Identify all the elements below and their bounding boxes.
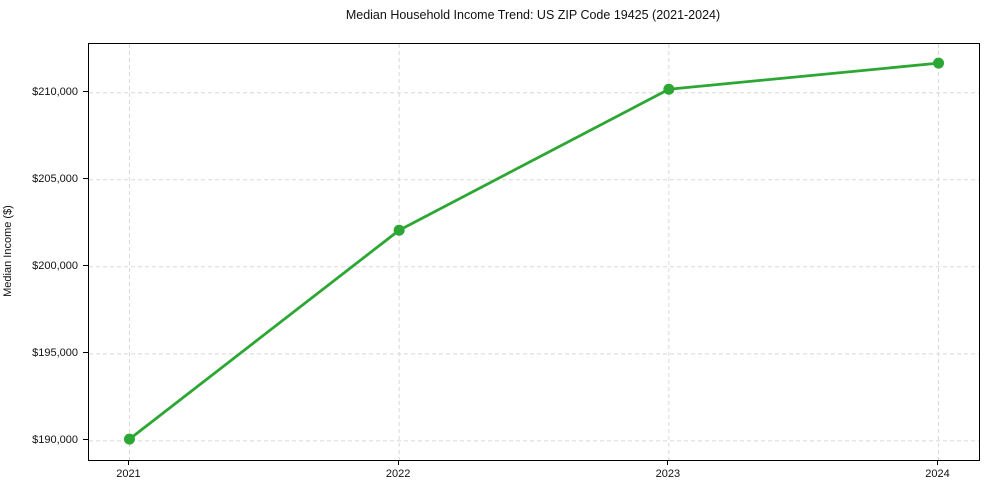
y-tick-mark: [83, 352, 88, 354]
x-tick-mark: [667, 460, 669, 465]
x-tick-label: 2021: [116, 468, 141, 480]
x-tick-mark: [937, 460, 939, 465]
x-tick-mark: [127, 460, 129, 465]
data-point-marker-2021: [123, 433, 135, 445]
income-trend-line: [128, 61, 940, 441]
x-tick-label: 2023: [655, 468, 681, 480]
y-axis-title: Median Income ($): [2, 205, 14, 297]
y-tick-label: $190,000: [32, 433, 78, 446]
y-tick-label: $205,000: [32, 172, 78, 185]
y-tick-label: $195,000: [32, 346, 78, 359]
x-tick-label: 2024: [925, 468, 950, 480]
data-point-marker-2022: [393, 224, 405, 236]
x-tick-mark: [397, 460, 399, 465]
x-tick-label: 2022: [385, 468, 411, 480]
y-tick-label: $210,000: [32, 85, 78, 98]
y-tick-mark: [83, 91, 88, 93]
y-tick-label: $200,000: [32, 259, 78, 272]
line-chart-svg: [89, 44, 979, 460]
y-tick-mark: [83, 178, 88, 180]
y-tick-mark: [83, 265, 88, 267]
y-tick-mark: [83, 439, 88, 441]
plot-area: [88, 43, 980, 461]
data-point-marker-2023: [663, 83, 675, 95]
data-point-marker-2024: [933, 57, 945, 69]
chart-title: Median Household Income Trend: US ZIP Co…: [345, 8, 721, 22]
